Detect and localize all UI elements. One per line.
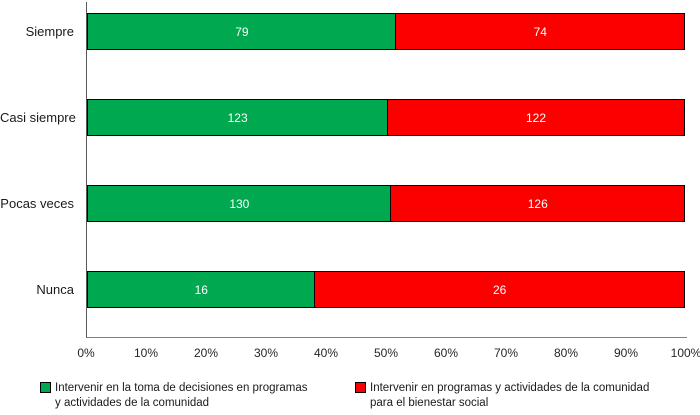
plot-area: 79 74 123 122 130 126 16 26 [86, 2, 687, 338]
legend-label: Intervenir en la toma de decisiones en p… [55, 381, 308, 411]
x-tick-label: 30% [253, 346, 279, 360]
bar-segment-red: 122 [386, 99, 686, 136]
category-label: Pocas veces [0, 195, 74, 211]
legend-label-line: Intervenir en la toma de decisiones en p… [55, 382, 308, 394]
legend-item: Intervenir en la toma de decisiones en p… [40, 381, 308, 411]
legend-item: Intervenir en programas y actividades de… [355, 381, 649, 411]
bar-row: 123 122 [87, 99, 687, 136]
legend-swatch-icon [40, 382, 51, 393]
value-label: 130 [229, 196, 250, 211]
x-tick-label: 50% [373, 346, 399, 360]
x-tick-label: 0% [77, 346, 95, 360]
legend-swatch-icon [355, 382, 366, 393]
bar-segment-green: 16 [87, 271, 316, 308]
value-label: 16 [194, 282, 208, 297]
value-label: 123 [227, 110, 248, 125]
category-label: Nunca [36, 281, 74, 297]
legend-label-line: Intervenir en programas y actividades de… [370, 382, 650, 394]
value-label: 26 [493, 282, 507, 297]
value-label: 126 [527, 196, 548, 211]
bar-segment-green: 130 [87, 185, 392, 222]
x-tick-label: 80% [553, 346, 579, 360]
bar-row: 16 26 [87, 271, 687, 308]
bar-segment-red: 26 [313, 271, 686, 308]
bar-segment-green: 123 [87, 99, 389, 136]
legend-label: Intervenir en programas y actividades de… [370, 381, 649, 411]
bar-segment-green: 79 [87, 13, 397, 50]
x-tick-label: 60% [433, 346, 459, 360]
bar-segment-red: 74 [395, 13, 686, 50]
legend-label-line: y actividades de la comunidad [55, 397, 210, 409]
bar-segment-red: 126 [390, 185, 686, 222]
legend-label-line: para el bienestar social [370, 397, 489, 409]
category-label: Casi siempre [0, 109, 76, 125]
value-label: 122 [525, 110, 547, 125]
category-label: Siempre [25, 23, 74, 39]
x-tick-label: 90% [613, 346, 639, 360]
bar-row: 130 126 [87, 185, 687, 222]
value-label: 74 [533, 24, 547, 39]
x-tick-label: 40% [313, 346, 339, 360]
value-label: 79 [235, 24, 249, 39]
x-tick-label: 20% [193, 346, 219, 360]
x-tick-label: 100% [670, 346, 700, 360]
bar-row: 79 74 [87, 13, 687, 50]
x-tick-label: 10% [133, 346, 159, 360]
x-tick-label: 70% [493, 346, 519, 360]
